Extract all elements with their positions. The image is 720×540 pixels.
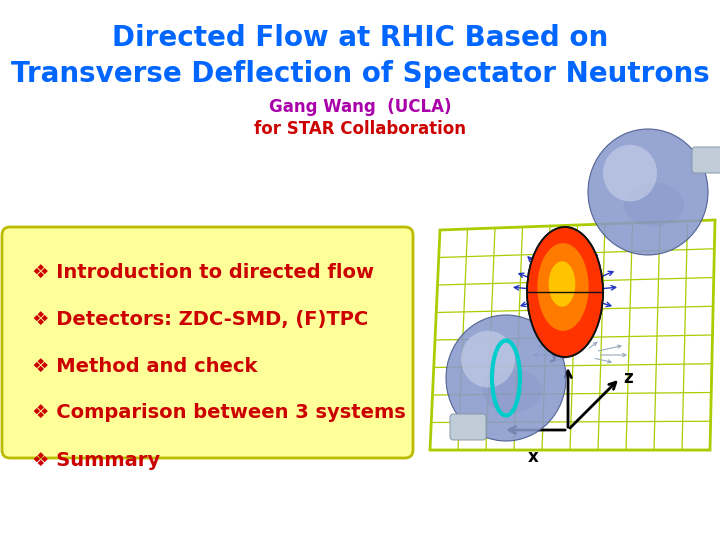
Text: x: x	[528, 448, 539, 466]
Text: Directed Flow at RHIC Based on: Directed Flow at RHIC Based on	[112, 24, 608, 52]
Text: Transverse Deflection of Spectator Neutrons: Transverse Deflection of Spectator Neutr…	[11, 60, 709, 89]
Ellipse shape	[603, 145, 657, 201]
Text: ❖ Introduction to directed flow: ❖ Introduction to directed flow	[32, 262, 374, 281]
Ellipse shape	[461, 330, 515, 388]
Text: z: z	[623, 369, 633, 387]
Ellipse shape	[482, 368, 542, 413]
Text: ❖ Comparison between 3 systems: ❖ Comparison between 3 systems	[32, 403, 406, 422]
Ellipse shape	[537, 243, 589, 331]
Text: ❖ Method and check: ❖ Method and check	[32, 356, 257, 375]
Ellipse shape	[446, 315, 566, 441]
Ellipse shape	[624, 183, 684, 227]
Text: y: y	[549, 344, 560, 362]
Text: ❖ Detectors: ZDC-SMD, (F)TPC: ❖ Detectors: ZDC-SMD, (F)TPC	[32, 309, 368, 328]
Text: for STAR Collaboration: for STAR Collaboration	[254, 120, 466, 138]
Ellipse shape	[549, 261, 575, 307]
Text: ❖ Summary: ❖ Summary	[32, 450, 160, 469]
Ellipse shape	[527, 227, 603, 357]
FancyBboxPatch shape	[2, 227, 413, 458]
Text: Gang Wang  (UCLA): Gang Wang (UCLA)	[269, 98, 451, 116]
Ellipse shape	[588, 129, 708, 255]
FancyBboxPatch shape	[450, 414, 486, 440]
FancyBboxPatch shape	[692, 147, 720, 173]
